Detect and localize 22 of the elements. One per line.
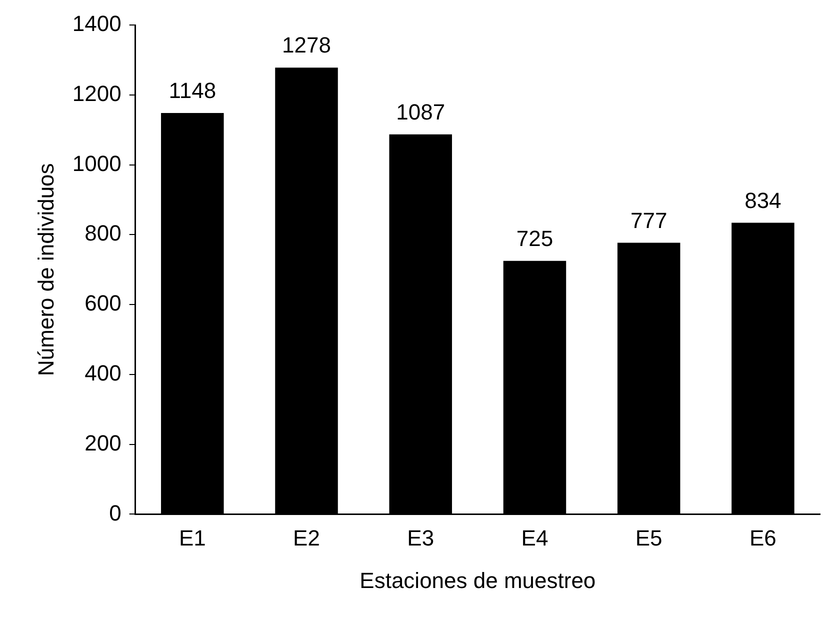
x-axis-title: Estaciones de muestreo (360, 568, 596, 593)
y-tick-label: 200 (84, 430, 122, 456)
data-label: 725 (516, 226, 554, 251)
y-tick-label: 1000 (72, 150, 122, 176)
x-tick-label: E3 (407, 525, 434, 550)
y-axis-title: Número de individuos (33, 163, 58, 376)
x-tick-label: E5 (635, 525, 662, 550)
x-tick-label: E6 (749, 525, 776, 550)
data-label: 777 (630, 208, 668, 233)
y-tick-label: 0 (109, 500, 122, 526)
x-tick-label: E1 (178, 525, 206, 550)
data-label: 1148 (168, 78, 216, 104)
data-label: 1087 (396, 99, 446, 124)
y-tick-label: 400 (84, 360, 122, 386)
y-tick-label: 800 (84, 220, 122, 246)
y-tick-label: 1400 (72, 11, 122, 36)
x-tick-label: E2 (293, 525, 320, 550)
x-tick-label: E4 (521, 525, 548, 550)
data-label: 1278 (282, 32, 331, 58)
y-tick-label: 1200 (72, 80, 122, 106)
y-tick-label: 600 (84, 290, 122, 316)
data-label: 834 (744, 188, 782, 213)
